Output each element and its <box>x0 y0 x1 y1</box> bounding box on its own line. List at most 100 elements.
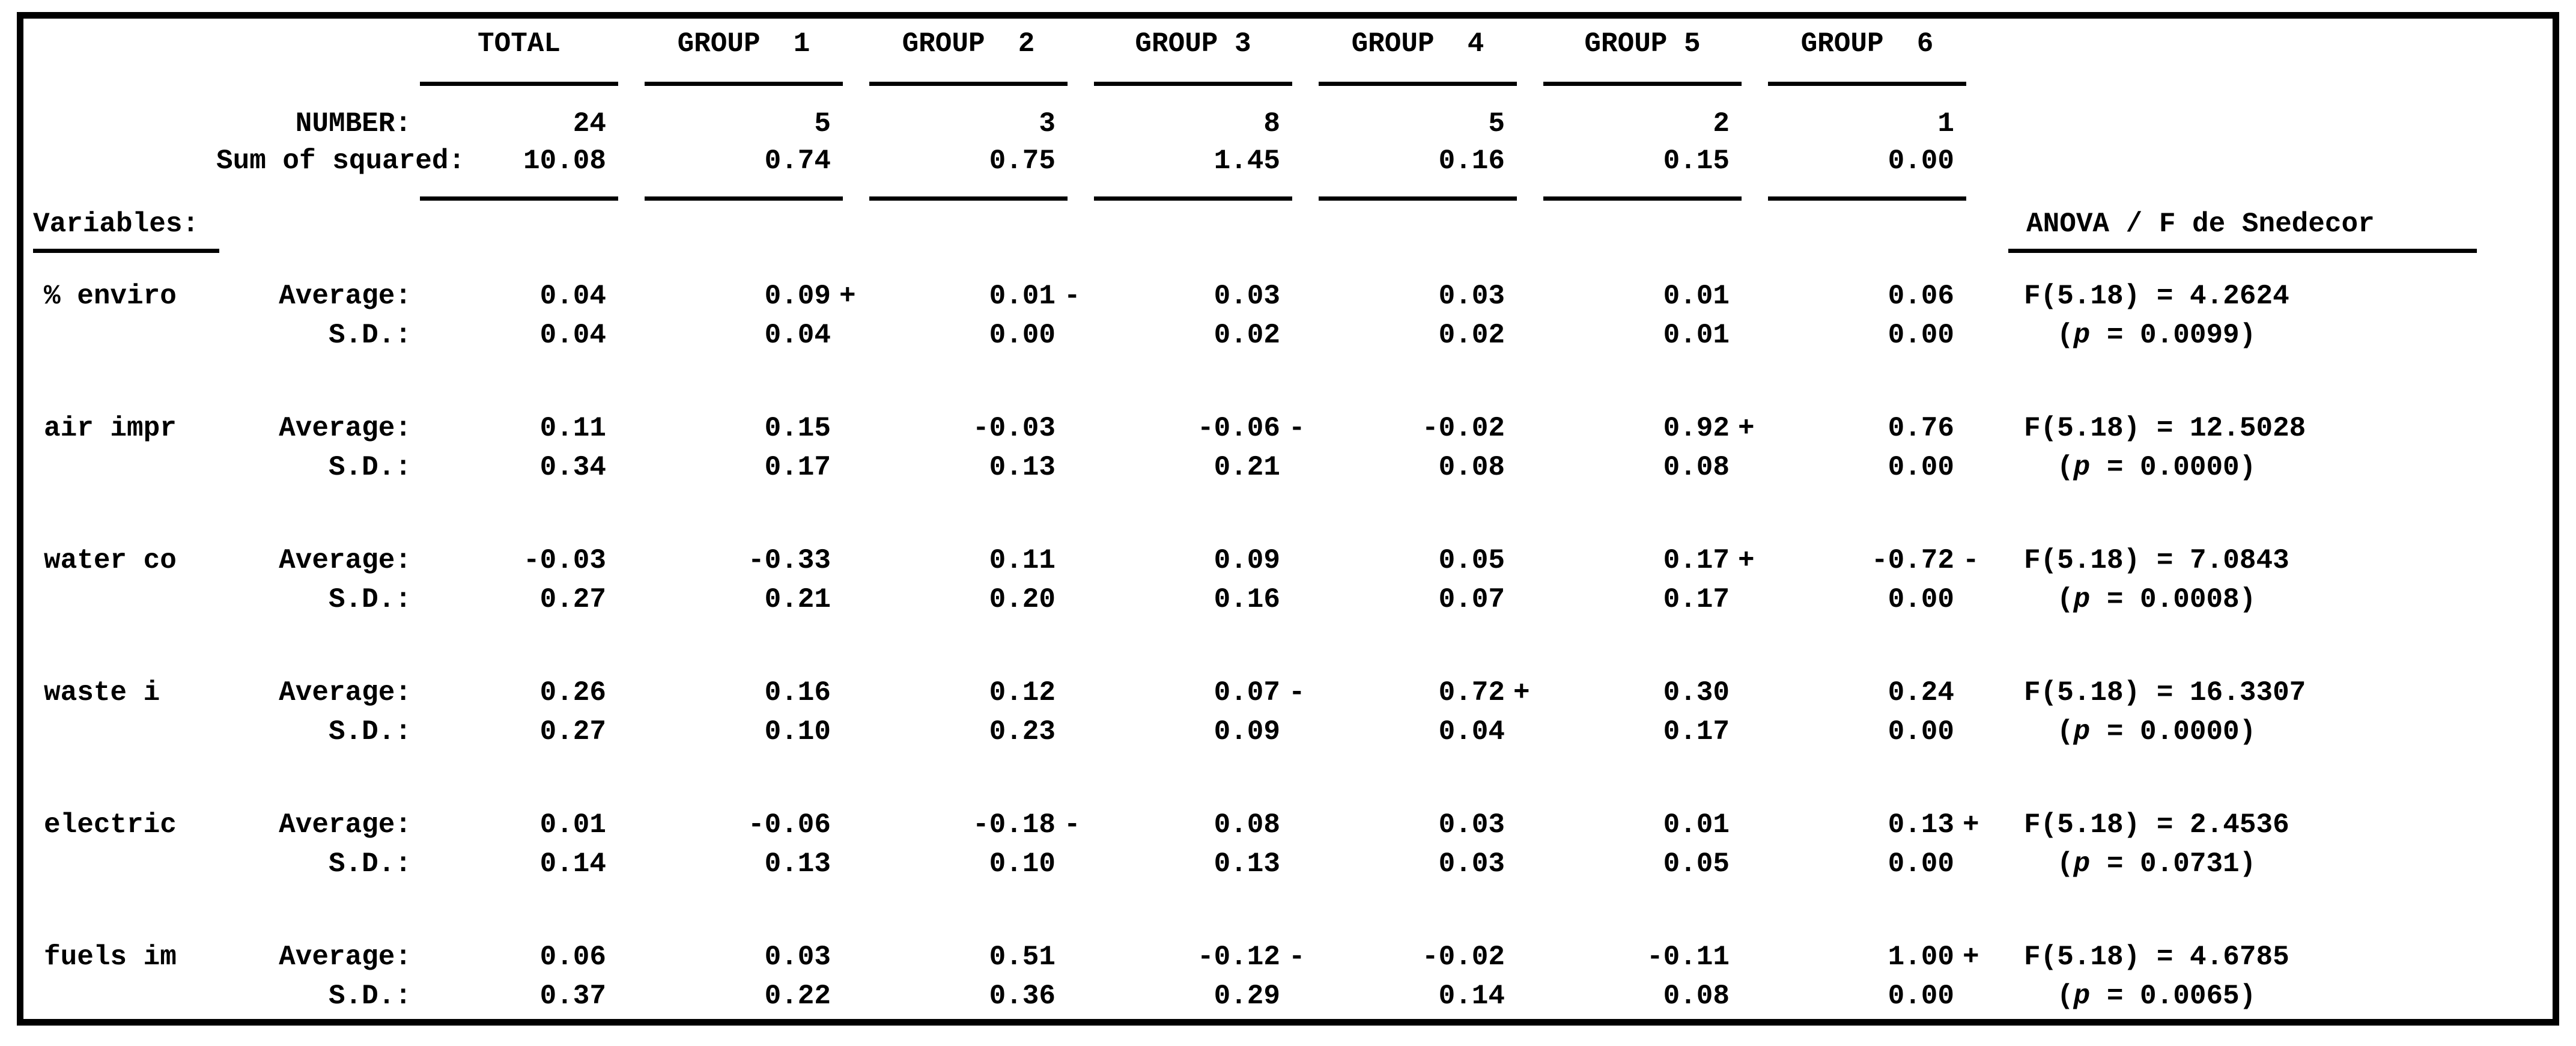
flag <box>1954 676 1984 710</box>
sd-group-6: 0.00 <box>1888 584 1954 615</box>
section-label-row: Variables: ANOVA / F de Snedecor <box>0 207 2576 241</box>
average-label: Average: <box>279 413 412 444</box>
average-total: 0.11 <box>539 413 606 444</box>
average-group-4: -0.02 <box>1421 941 1505 973</box>
average-group-5: 0.92 <box>1663 413 1730 444</box>
sd-group-4: 0.07 <box>1438 584 1505 615</box>
average-total: -0.03 <box>523 545 606 576</box>
flag: + <box>839 281 856 312</box>
variable-sd-row: S.D.: 0.27 0.10 0.23 0.09 0.04 0.17 0.00… <box>0 715 2576 749</box>
flag <box>831 940 861 974</box>
header-underline <box>869 82 1068 86</box>
flag <box>1730 279 1760 313</box>
p-value: (p = 0.0000) <box>1984 451 2576 484</box>
average-group-3: 0.03 <box>1214 281 1280 312</box>
sd-total: 0.27 <box>539 584 606 615</box>
sd-total: 0.14 <box>539 848 606 880</box>
sum-group-3: 1.45 <box>1214 145 1280 177</box>
column-header-group-4: GROUP 4 <box>1351 28 1484 59</box>
flag: - <box>1064 809 1081 841</box>
p-rest: = 0.0065) <box>2090 981 2256 1012</box>
sd-group-4: 0.14 <box>1438 981 1505 1012</box>
sd-group-6: 0.00 <box>1888 981 1954 1012</box>
p-rest: = 0.0008) <box>2090 584 2256 615</box>
header-underline <box>1543 82 1742 86</box>
header-underline <box>645 82 843 86</box>
flag <box>606 676 636 710</box>
sd-label: S.D.: <box>328 716 412 747</box>
average-group-2: -0.18 <box>972 809 1056 841</box>
variables-label: Variables: <box>33 208 199 240</box>
sd-group-2: 0.23 <box>989 716 1056 747</box>
sd-group-2: 0.36 <box>989 981 1056 1012</box>
variable-average-row: water co Average: -0.03 -0.33 0.11 0.09 … <box>0 544 2576 577</box>
variable-name: air impr <box>44 413 177 444</box>
sd-group-5: 0.08 <box>1663 452 1730 483</box>
p-value: (p = 0.0000) <box>1984 715 2576 749</box>
p-symbol: p <box>2073 848 2091 880</box>
sum-total: 10.08 <box>523 145 606 177</box>
average-group-5: 0.01 <box>1663 809 1730 841</box>
p-rest: = 0.0000) <box>2090 452 2256 483</box>
flag <box>606 279 636 313</box>
flag <box>606 940 636 974</box>
average-group-6: 0.06 <box>1888 281 1954 312</box>
variable-name: % enviro <box>44 281 177 312</box>
sd-total: 0.34 <box>539 452 606 483</box>
average-label: Average: <box>279 677 412 708</box>
flag <box>1730 808 1760 842</box>
flag: - <box>1289 941 1305 973</box>
flag <box>831 544 861 577</box>
p-value: (p = 0.0731) <box>1984 847 2576 881</box>
average-group-6: 1.00 <box>1888 941 1954 973</box>
sd-group-5: 0.17 <box>1663 716 1730 747</box>
average-group-3: 0.07 <box>1214 677 1280 708</box>
p-open: ( <box>2057 320 2074 351</box>
flag: - <box>1064 281 1081 312</box>
p-open: ( <box>2057 716 2074 747</box>
sd-group-3: 0.09 <box>1214 716 1280 747</box>
variable-average-row: electric Average: 0.01 -0.06 -0.18- 0.08… <box>0 808 2576 842</box>
p-value: (p = 0.0099) <box>1984 318 2576 352</box>
average-label: Average: <box>279 809 412 841</box>
sd-group-4: 0.08 <box>1438 452 1505 483</box>
average-label: Average: <box>279 281 412 312</box>
sd-group-3: 0.21 <box>1214 452 1280 483</box>
sd-group-3: 0.16 <box>1214 584 1280 615</box>
sd-label: S.D.: <box>328 848 412 880</box>
column-header-row: TOTAL GROUP 1 GROUP 2 GROUP 3 GROUP 4 GR… <box>0 27 2576 61</box>
sd-group-6: 0.00 <box>1888 716 1954 747</box>
flag <box>1505 279 1535 313</box>
flag <box>1280 544 1310 577</box>
flag <box>1505 412 1535 445</box>
p-symbol: p <box>2073 584 2091 615</box>
average-label: Average: <box>279 941 412 973</box>
average-group-1: 0.03 <box>764 941 831 973</box>
header-underline <box>420 82 618 86</box>
sum-underline <box>1319 196 1517 201</box>
sum-of-squared-label: Sum of squared: <box>216 145 466 177</box>
flag: + <box>1738 545 1755 576</box>
sum-underline <box>420 196 618 201</box>
number-total: 24 <box>573 108 606 139</box>
p-symbol: p <box>2073 452 2091 483</box>
sum-underline <box>1543 196 1742 201</box>
flag <box>606 412 636 445</box>
sd-group-5: 0.01 <box>1663 320 1730 351</box>
flag <box>1505 940 1535 974</box>
average-total: 0.01 <box>539 809 606 841</box>
sd-group-3: 0.29 <box>1214 981 1280 1012</box>
variable-average-row: waste i Average: 0.26 0.16 0.12 0.07- 0.… <box>0 676 2576 710</box>
average-group-4: 0.05 <box>1438 545 1505 576</box>
column-header-group-1: GROUP 1 <box>677 28 810 59</box>
flag <box>1505 808 1535 842</box>
sd-group-5: 0.08 <box>1663 981 1730 1012</box>
anova-underline <box>2008 249 2477 253</box>
sd-group-2: 0.13 <box>989 452 1056 483</box>
flag: - <box>1289 413 1305 444</box>
sum-underline <box>869 196 1068 201</box>
average-group-3: 0.09 <box>1214 545 1280 576</box>
sd-group-6: 0.00 <box>1888 848 1954 880</box>
number-group-5: 2 <box>1713 108 1730 139</box>
